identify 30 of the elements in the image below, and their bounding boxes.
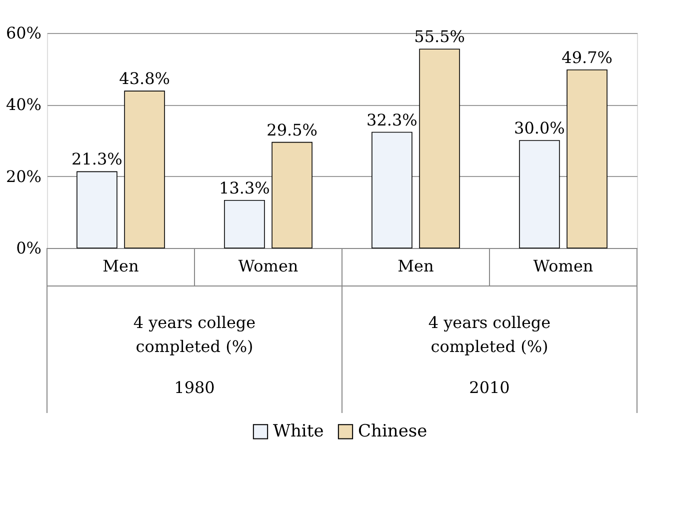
- bar: [224, 200, 265, 248]
- text: 2010: [469, 378, 510, 397]
- x-tick-label: Women: [238, 256, 298, 276]
- bar: [272, 142, 312, 248]
- bar: [76, 171, 118, 248]
- legend-label: Chinese: [358, 422, 428, 442]
- text: 55.5%: [414, 27, 465, 46]
- text: 30.0%: [514, 118, 565, 138]
- x-tick-label: Men: [398, 256, 434, 276]
- bar: [566, 70, 608, 248]
- text: 4 years college completed (%): [428, 313, 551, 356]
- y-tick-label: 60%: [6, 24, 42, 42]
- text: 43.8%: [119, 69, 170, 88]
- x-tick-label: Men: [102, 256, 139, 276]
- y-tick-label: 0%: [16, 238, 42, 258]
- legend-label: White: [273, 422, 324, 442]
- text: 13.3%: [219, 178, 270, 198]
- y-tick-label: 40%: [6, 95, 42, 114]
- y-tick-label: 20%: [6, 166, 42, 186]
- bar: [519, 140, 560, 248]
- x-tick-label: Women: [533, 256, 594, 276]
- text: 1980: [174, 378, 215, 397]
- bar: [124, 90, 165, 248]
- text: 29.5%: [266, 120, 318, 140]
- text: 21.3%: [72, 150, 122, 169]
- bar: [372, 132, 412, 248]
- text: 49.7%: [562, 48, 612, 67]
- text: 32.3%: [366, 110, 418, 130]
- bar: [419, 48, 460, 248]
- text: 4 years college completed (%): [133, 313, 256, 356]
